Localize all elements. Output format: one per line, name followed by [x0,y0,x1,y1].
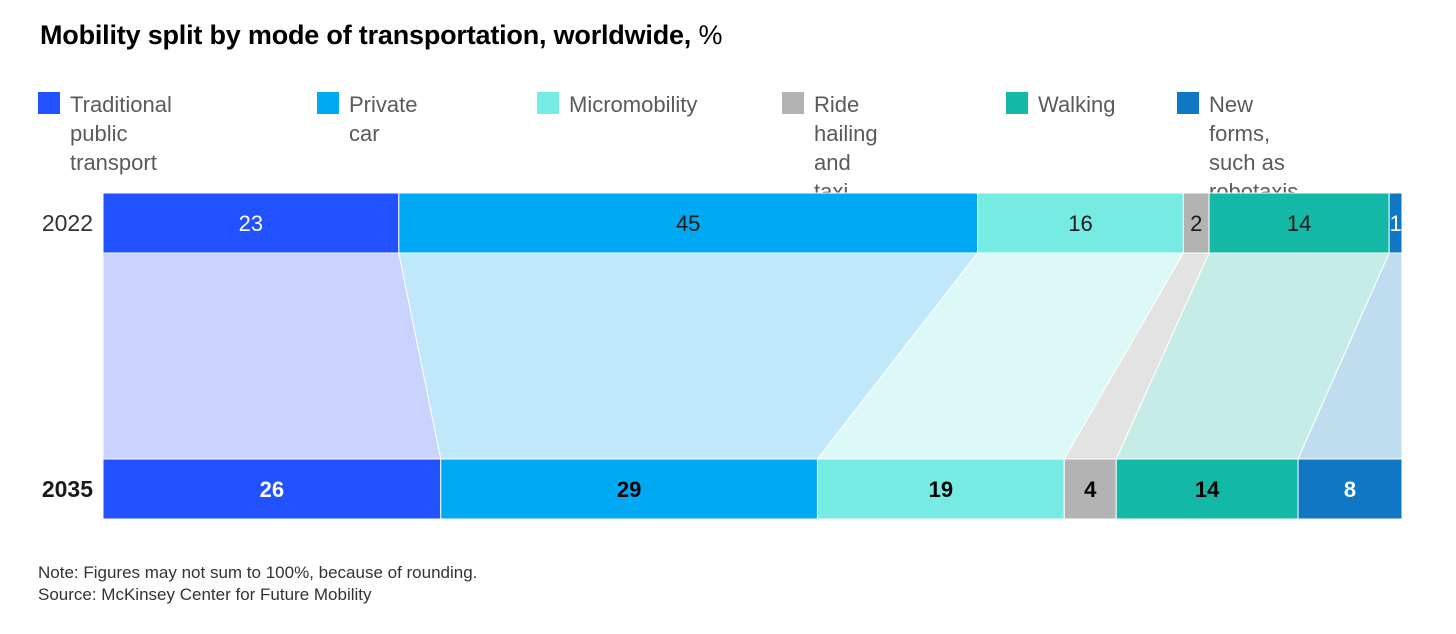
data-label: 2 [1190,211,1202,236]
source-text: Source: McKinsey Center for Future Mobil… [38,585,372,604]
data-label: 14 [1287,211,1311,236]
data-label: 1 [1389,211,1401,236]
data-label: 16 [1068,211,1092,236]
data-label: 4 [1084,477,1097,502]
category-label: 2022 [42,210,93,236]
chart-title: Mobility split by mode of transportation… [40,20,722,51]
bar-2022-micromobility [977,192,1184,254]
bar-2035-private-car [440,458,818,520]
band-traditional-public-transport [102,252,442,460]
data-label: 29 [617,477,641,502]
data-label: 26 [260,477,284,502]
legend-swatch-icon [38,92,60,114]
legend-label: Walking [1038,92,1116,117]
bar-2035-ride-hailing-and-taxi [1063,458,1117,520]
legend-label: Private car [349,92,418,146]
legend-swatch-icon [1177,92,1199,114]
note-text: Note: Figures may not sum to 100%, becau… [38,563,478,582]
legend-swatch-icon [317,92,339,114]
data-label: 19 [929,477,953,502]
bar-2035-micromobility [816,458,1065,520]
bar-2022-traditional-public-transport [102,192,400,254]
legend-label: Traditional public transport [70,92,172,175]
category-label: 2035 [42,476,93,502]
legend-label: Micromobility [569,92,698,117]
chart-title-text: Mobility split by mode of transportation… [40,20,692,50]
bar-2035-traditional-public-transport [102,458,442,520]
data-label: 45 [676,211,700,236]
legend-swatch-icon [782,92,804,114]
legend-swatch-icon [1006,92,1028,114]
legend-swatch-icon [537,92,559,114]
bar-2035-new-forms-such-as-robotaxis [1297,458,1403,520]
data-label: 14 [1195,477,1220,502]
chart-notes: Note: Figures may not sum to 100%, becau… [38,562,477,606]
bar-2022-new-forms-such-as-robotaxis [1388,192,1403,254]
data-label: 8 [1344,477,1356,502]
data-label: 23 [239,211,263,236]
chart-title-unit: % [698,20,723,50]
legend-label: Ride hailing and taxi [814,92,878,204]
bar-2022-private-car [398,192,979,254]
